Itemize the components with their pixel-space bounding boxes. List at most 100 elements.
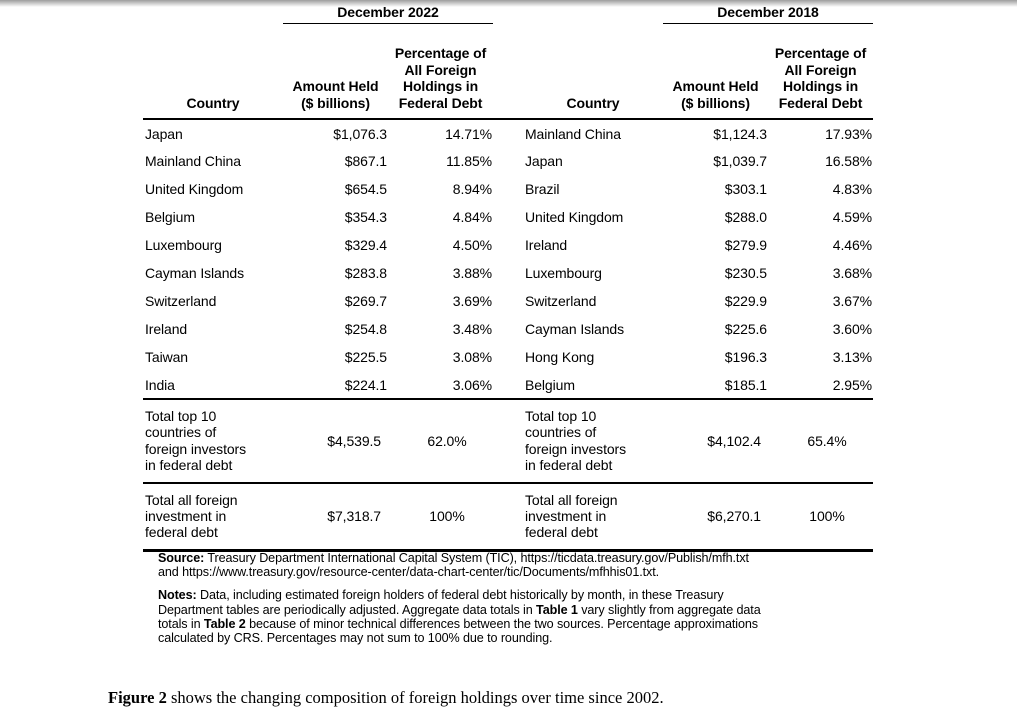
notes-label: Notes: [158, 588, 197, 603]
total-all-amount: $6,270.1 [663, 482, 768, 552]
total-all-label: Total all foreign investment in federal … [523, 482, 663, 552]
source-label: Source: [158, 551, 205, 565]
total-all-pct: 100% [768, 482, 873, 552]
table-row: United Kingdom $654.5 8.94% Brazil $303.… [143, 175, 873, 203]
column-header-amount-2022: Amount Held ($ billions) [283, 23, 388, 121]
amount-cell: $254.8 [344, 321, 387, 338]
pct-cell: 4.50% [452, 237, 492, 254]
source-text: Treasury Department International Capita… [158, 551, 749, 580]
amount-cell: $354.3 [344, 209, 387, 226]
pct-cell: 3.67% [832, 293, 872, 310]
gap-cell [493, 119, 523, 147]
notes-text-3: because of minor technical differences b… [158, 616, 758, 646]
pct-cell: 2.95% [768, 371, 873, 401]
figure-reference-text: Figure 2 shows the changing composition … [108, 688, 664, 708]
pct-cell: 4.83% [832, 181, 872, 198]
gap-cell [493, 482, 523, 552]
country-cell: Cayman Islands [145, 265, 244, 282]
total-top10-amount: $4,539.5 [283, 399, 388, 484]
column-header-amount-2018: Amount Held ($ billions) [663, 23, 768, 121]
pct-cell: 3.69% [452, 293, 492, 310]
pct-cell: 17.93% [825, 125, 872, 142]
gap-cell [493, 147, 523, 175]
amount-cell: $654.5 [344, 181, 387, 198]
country-cell: Mainland China [145, 153, 241, 170]
amount-cell: $288.0 [724, 209, 767, 226]
amount-cell: $269.7 [344, 293, 387, 310]
pct-cell: 3.08% [452, 349, 492, 366]
pct-cell: 4.59% [832, 209, 872, 226]
group-header-spacer [523, 4, 663, 24]
country-cell: Mainland China [525, 125, 621, 142]
gap-cell [493, 371, 523, 401]
gap-cell [493, 203, 523, 231]
column-gap [493, 23, 523, 121]
table-row: Mainland China $867.1 11.85% Japan $1,03… [143, 147, 873, 175]
amount-cell: $1,076.3 [333, 125, 387, 142]
total-top10-row: Total top 10 countries of foreign invest… [143, 399, 873, 484]
country-cell: Hong Kong [525, 349, 595, 366]
gap-cell [493, 315, 523, 343]
column-header-row: Country Amount Held ($ billions) Percent… [143, 23, 873, 121]
amount-cell: $283.8 [344, 265, 387, 282]
country-cell: Switzerland [525, 293, 597, 310]
table-row: Luxembourg $329.4 4.50% Ireland $279.9 4… [143, 231, 873, 259]
gap-cell [493, 175, 523, 203]
total-top10-label: Total top 10 countries of foreign invest… [523, 399, 663, 484]
country-cell: Cayman Islands [525, 321, 624, 338]
total-top10-amount: $4,102.4 [663, 399, 768, 484]
notes-table2-ref: Table 2 [203, 616, 246, 631]
pct-cell: 4.46% [832, 237, 872, 254]
amount-cell: $329.4 [344, 237, 387, 254]
total-all-label: Total all foreign investment in federal … [143, 482, 283, 552]
group-header-spacer [143, 4, 283, 24]
country-cell: Ireland [145, 321, 188, 338]
group-title-december-2018: December 2018 [663, 4, 873, 24]
group-gap [493, 4, 523, 24]
country-cell: Belgium [523, 371, 663, 401]
country-cell: Ireland [525, 237, 568, 254]
amount-cell: $225.6 [724, 321, 767, 338]
amount-cell: $1,124.3 [713, 125, 767, 142]
amount-cell: $279.9 [724, 237, 767, 254]
total-top10-pct: 65.4% [768, 399, 873, 484]
pct-cell: 3.60% [832, 321, 872, 338]
pct-cell: 14.71% [445, 125, 492, 142]
pct-cell: 3.68% [832, 265, 872, 282]
amount-cell: $229.9 [724, 293, 767, 310]
group-title-december-2022: December 2022 [283, 4, 493, 24]
pct-cell: 3.88% [452, 265, 492, 282]
table-row: Cayman Islands $283.8 3.88% Luxembourg $… [143, 259, 873, 287]
pct-cell: 3.48% [452, 321, 492, 338]
country-cell: Belgium [145, 209, 195, 226]
total-all-pct: 100% [388, 482, 493, 552]
total-top10-pct: 62.0% [388, 399, 493, 484]
country-cell: Taiwan [145, 349, 188, 366]
amount-cell: $196.3 [724, 349, 767, 366]
table-row: Switzerland $269.7 3.69% Switzerland $22… [143, 287, 873, 315]
table-row: India $224.1 3.06% Belgium $185.1 2.95% [143, 371, 873, 401]
group-header-row: December 2022 December 2018 [143, 4, 873, 24]
gap-cell [493, 343, 523, 371]
source-note: Source: Treasury Department Internationa… [158, 551, 898, 579]
total-top10-label: Total top 10 countries of foreign invest… [143, 399, 283, 484]
amount-cell: $303.1 [724, 181, 767, 198]
amount-cell: $867.1 [344, 153, 387, 170]
pct-cell: 11.85% [446, 153, 492, 170]
foreign-holdings-table: December 2022 December 2018 Country Amou… [143, 4, 873, 552]
amount-cell: $230.5 [724, 265, 767, 282]
country-cell: Luxembourg [525, 265, 602, 282]
country-cell: India [143, 371, 283, 401]
gap-cell [493, 231, 523, 259]
gap-cell [493, 399, 523, 484]
column-header-country-2018: Country [523, 23, 663, 121]
country-cell: United Kingdom [525, 209, 624, 226]
pct-cell: 8.94% [452, 181, 492, 198]
pct-cell: 4.84% [452, 209, 492, 226]
pct-cell: 3.13% [832, 349, 872, 366]
notes-table1-ref: Table 1 [536, 602, 578, 617]
pct-cell: 16.58% [825, 153, 872, 170]
column-header-pct-2018: Percentage of All Foreign Holdings in Fe… [768, 23, 873, 121]
table-row: Japan $1,076.3 14.71% Mainland China $1,… [143, 119, 873, 147]
amount-cell: $1,039.7 [713, 153, 767, 170]
